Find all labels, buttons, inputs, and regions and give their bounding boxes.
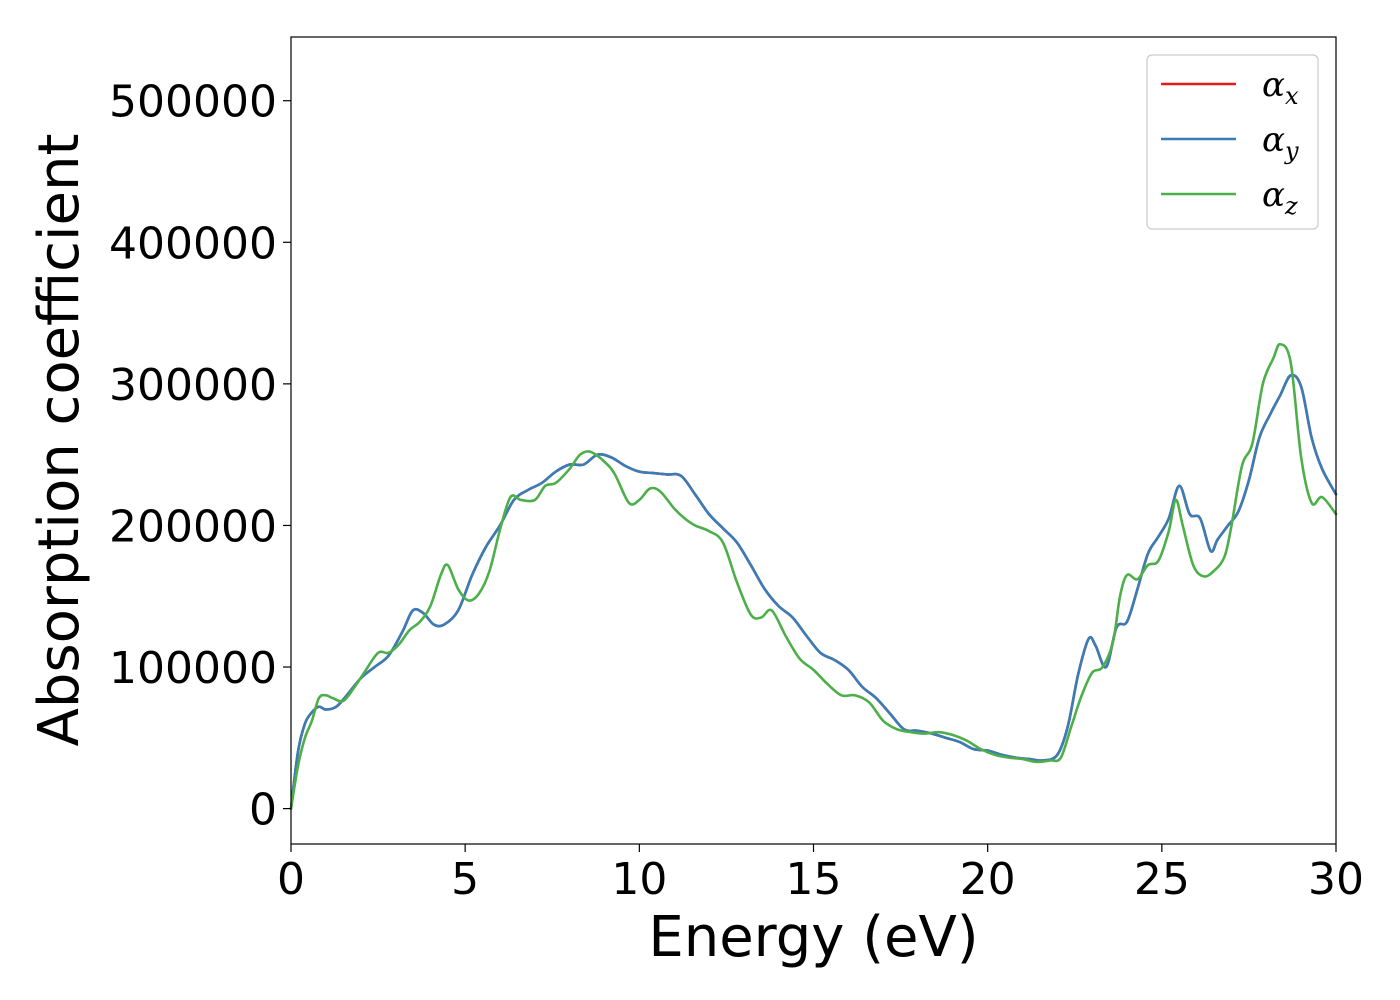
y-tick-label: 300000 [109, 360, 277, 411]
x-tick-label: 15 [786, 854, 842, 905]
x-tick-label: 10 [611, 854, 667, 905]
legend-subscript: x [1285, 82, 1299, 110]
y-tick-label: 400000 [109, 218, 277, 269]
y-tick-label: 100000 [109, 643, 277, 694]
x-tick-label: 5 [451, 854, 479, 905]
series-line-y [289, 373, 1338, 810]
legend-label-z: αz [1262, 175, 1298, 220]
x-tick-label: 30 [1308, 854, 1364, 905]
legend-subscript: z [1284, 192, 1298, 220]
legend-symbol: α [1262, 65, 1285, 105]
legend-symbol: α [1262, 175, 1285, 215]
x-tick-label: 0 [277, 854, 305, 905]
y-axis-label: Absorption coefficient [27, 134, 92, 747]
x-axis: 0 5 10 15 20 25 30 [277, 844, 1364, 905]
y-tick-label: 0 [249, 785, 277, 836]
x-tick-label: 25 [1134, 854, 1190, 905]
legend-subscript: y [1284, 137, 1299, 165]
legend-label-x: αx [1262, 65, 1299, 110]
legend-symbol: α [1262, 120, 1285, 160]
y-axis: 0 100000 200000 300000 400000 500000 [109, 77, 291, 836]
x-axis-label: Energy (eV) [648, 905, 978, 970]
series-layer [289, 342, 1338, 810]
y-tick-label: 500000 [109, 77, 277, 128]
y-tick-label: 200000 [109, 501, 277, 552]
x-tick-label: 20 [960, 854, 1016, 905]
legend-label-y: αy [1262, 120, 1299, 165]
legend-box [1146, 54, 1319, 230]
series-line-z [289, 342, 1338, 810]
